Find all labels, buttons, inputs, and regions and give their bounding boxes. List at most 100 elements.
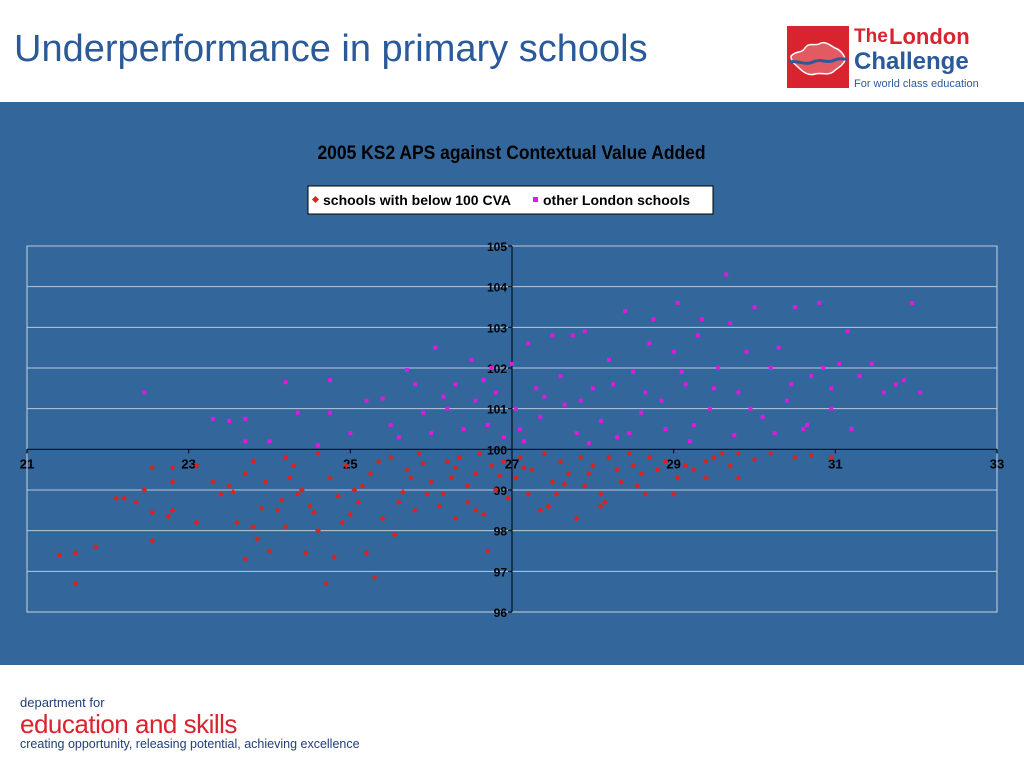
point-below-cva-98: [691, 466, 697, 473]
point-below-cva-5: [121, 495, 127, 501]
point-below-cva-129: [585, 470, 592, 477]
y-tick-label-101: 101: [487, 403, 507, 417]
point-below-cva-80: [577, 454, 584, 461]
point-below-cva-63: [480, 511, 487, 518]
point-other-65: [760, 414, 765, 419]
point-below-cva-106: [808, 452, 814, 459]
point-below-cva-76: [553, 491, 560, 497]
point-below-cva-83: [598, 491, 604, 497]
point-below-cva-20: [234, 519, 240, 526]
point-below-cva-21: [242, 470, 249, 477]
point-below-cva-105: [792, 454, 798, 461]
point-below-cva-1: [72, 550, 79, 556]
point-other-24: [473, 398, 478, 403]
point-other-72: [817, 300, 822, 305]
point-below-cva-82: [590, 462, 596, 469]
point-other-91: [643, 390, 648, 395]
y-tick-label-98: 98: [494, 525, 508, 539]
point-other-57: [699, 317, 704, 322]
point-other-50: [659, 398, 664, 403]
point-below-cva-115: [258, 505, 265, 512]
point-below-cva-6: [133, 499, 139, 506]
point-below-cva-39: [339, 519, 346, 526]
point-below-cva-66: [493, 487, 499, 493]
point-other-20: [445, 406, 450, 411]
point-other-34: [538, 414, 543, 419]
point-below-cva-15: [193, 519, 200, 526]
point-other-10: [328, 410, 333, 415]
point-other-58: [708, 406, 713, 411]
y-tick-label-104: 104: [487, 281, 507, 295]
point-other-31: [518, 427, 523, 431]
point-below-cva-59: [456, 454, 463, 461]
point-below-cva-103: [751, 456, 758, 463]
footer-department: department for: [20, 695, 105, 710]
point-other-19: [433, 345, 438, 350]
point-below-cva-58: [452, 515, 459, 522]
x-tick-label-23: 23: [181, 456, 195, 471]
point-below-cva-61: [472, 470, 479, 477]
point-other-22: [461, 427, 466, 431]
point-below-cva-4: [113, 495, 119, 501]
point-other-88: [542, 394, 547, 399]
point-below-cva-70: [517, 454, 523, 461]
point-other-4: [243, 439, 248, 444]
point-other-77: [849, 427, 854, 431]
point-other-90: [611, 382, 616, 387]
point-below-cva-43: [363, 550, 370, 556]
point-below-cva-110: [719, 450, 725, 457]
point-below-cva-23: [250, 458, 257, 465]
point-other-92: [679, 370, 684, 375]
point-other-89: [578, 398, 583, 403]
point-below-cva-67: [501, 458, 507, 465]
y-tick-label-99: 99: [494, 484, 508, 498]
point-other-68: [784, 398, 789, 403]
point-other-54: [683, 382, 688, 387]
point-below-cva-90: [638, 470, 645, 477]
point-below-cva-133: [420, 460, 426, 467]
point-below-cva-2: [72, 580, 79, 587]
point-other-25: [485, 422, 490, 427]
point-other-30: [514, 406, 519, 411]
point-below-cva-112: [294, 491, 301, 497]
point-below-cva-46: [379, 515, 386, 522]
point-below-cva-93: [654, 466, 661, 473]
point-other-62: [736, 390, 741, 395]
point-other-45: [623, 309, 628, 314]
point-below-cva-60: [464, 499, 471, 506]
y-tick-label-100: 100: [487, 443, 507, 457]
point-below-cva-79: [573, 515, 580, 522]
point-other-75: [837, 361, 842, 366]
point-below-cva-128: [545, 503, 552, 510]
point-below-cva-74: [541, 450, 548, 457]
point-other-71: [809, 374, 814, 379]
point-below-cva-17: [210, 479, 216, 485]
point-below-cva-96: [674, 474, 681, 481]
legend-marker-1: [311, 195, 320, 204]
point-below-cva-9: [149, 464, 156, 471]
point-below-cva-31: [299, 487, 305, 493]
legend-label-2: other London schools: [543, 192, 690, 208]
point-below-cva-54: [428, 479, 434, 485]
point-other-8: [316, 443, 320, 448]
point-other-93: [712, 386, 717, 391]
point-below-cva-14: [169, 507, 176, 514]
point-below-cva-95: [670, 491, 677, 497]
point-below-cva-34: [315, 527, 321, 534]
point-below-cva-89: [630, 462, 637, 469]
point-below-cva-42: [355, 499, 362, 506]
point-below-cva-30: [290, 462, 297, 469]
point-below-cva-64: [484, 548, 491, 554]
point-other-64: [752, 305, 757, 309]
point-other-44: [615, 435, 620, 440]
point-below-cva-104: [767, 450, 774, 457]
point-below-cva-12: [169, 464, 176, 471]
point-below-cva-86: [614, 466, 620, 473]
point-below-cva-125: [335, 493, 342, 499]
point-other-29: [510, 361, 514, 366]
point-below-cva-92: [646, 454, 653, 461]
point-other-27: [493, 390, 498, 395]
point-other-38: [570, 333, 575, 338]
point-below-cva-124: [347, 511, 354, 518]
point-below-cva-26: [266, 548, 273, 554]
